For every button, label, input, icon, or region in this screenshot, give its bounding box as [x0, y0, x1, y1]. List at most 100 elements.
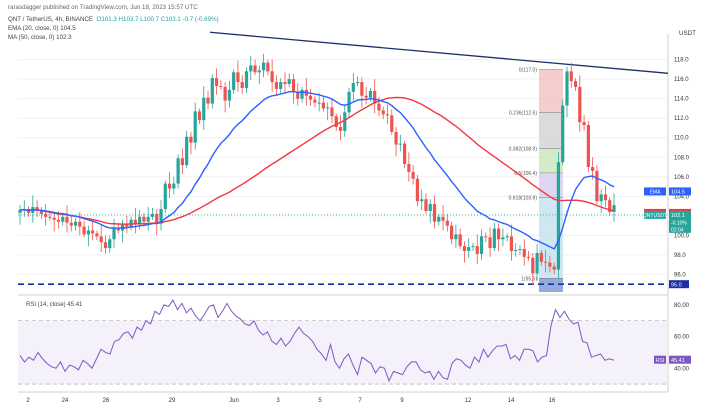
candle-body — [591, 167, 595, 171]
candle-body — [283, 82, 287, 85]
candle-body — [445, 220, 449, 226]
candle-body — [582, 122, 586, 126]
candle-body — [518, 249, 522, 251]
rsi-y-tick-label: 40.00 — [674, 366, 690, 372]
candle-body — [505, 236, 509, 238]
candle-body — [244, 71, 249, 88]
candle-body — [539, 252, 543, 262]
candle-body — [407, 164, 411, 172]
candle-body — [522, 249, 526, 257]
y-tick-label: 112.0 — [674, 116, 689, 122]
candle-body — [82, 226, 86, 235]
ma50-line — [19, 96, 615, 225]
candle-body — [142, 216, 146, 222]
candle-body — [565, 71, 569, 106]
candle-body — [608, 200, 612, 212]
candle-body — [355, 82, 360, 84]
y-tick-label: 110.0 — [674, 136, 689, 142]
rsi-tag-name — [654, 355, 666, 364]
candle-body — [338, 126, 343, 131]
rsi-tag-value: 45.41 — [671, 358, 685, 364]
candle-body — [479, 236, 484, 254]
candle-body — [18, 209, 22, 213]
candle-body — [612, 205, 616, 212]
candle-body — [146, 216, 150, 222]
y-tick-label: 98.0 — [674, 253, 686, 259]
candle-body — [373, 90, 377, 104]
support-price-tag — [669, 280, 689, 289]
candle-body — [514, 250, 518, 252]
candle-body — [279, 82, 283, 89]
candle-body — [313, 99, 317, 103]
ohlc-values: O101.3 H103.7 L100.7 C103.1 -0.7 (-0.69%… — [96, 16, 219, 23]
candle-body — [202, 97, 206, 121]
rsi-y-tick-label: 60.00 — [674, 335, 690, 341]
candle-body — [257, 70, 261, 73]
candle-body — [287, 79, 291, 85]
candle-body — [155, 213, 159, 224]
candle-body — [488, 237, 492, 249]
x-tick-label: 9 — [400, 398, 404, 404]
x-tick-label: 12 — [465, 398, 472, 404]
candle-body — [52, 217, 56, 220]
candle-body — [334, 116, 338, 127]
candle-body — [69, 222, 73, 226]
candle-body — [125, 224, 129, 227]
y-tick-label: 118.0 — [674, 58, 689, 64]
candle-body — [197, 111, 202, 121]
x-tick-label: 16 — [549, 398, 556, 404]
rsi-line — [19, 299, 615, 383]
candle-body — [394, 131, 398, 145]
candle-body — [424, 199, 428, 211]
candle-body — [484, 236, 488, 238]
candle-body — [112, 228, 116, 240]
price-tag-value: 104.5 — [671, 190, 685, 196]
price-tag-name-text: EMA — [650, 190, 662, 196]
candle-body — [377, 103, 381, 111]
candle-body — [454, 234, 458, 240]
candle-body — [103, 242, 108, 249]
fib-level-label: 0.618(103.9) — [509, 195, 538, 201]
candle-body — [599, 194, 603, 202]
candle-body — [176, 158, 180, 184]
rsi-y-tick-label: 80.00 — [674, 303, 690, 309]
candle-body — [501, 237, 505, 240]
x-tick-label: 14 — [508, 398, 515, 404]
candle-body — [108, 239, 112, 249]
candle-body — [586, 125, 590, 168]
candle-body — [432, 204, 437, 222]
candle-body — [133, 219, 137, 224]
candle-body — [390, 115, 394, 132]
resistance-trendline — [209, 31, 669, 74]
candle-body — [270, 71, 274, 83]
candle-body — [381, 110, 385, 115]
y-tick-label: 114.0 — [674, 97, 689, 103]
candle-body — [35, 207, 39, 211]
candle-body — [561, 105, 565, 163]
candle-body — [249, 65, 253, 72]
x-tick-label: 29 — [169, 398, 176, 404]
y-tick-label: 104.0 — [674, 194, 690, 200]
candle-body — [159, 209, 163, 224]
candle-body — [569, 71, 573, 82]
candle-body — [253, 65, 257, 73]
candle-body — [206, 97, 210, 104]
fib-zone — [539, 112, 563, 149]
candle-body — [300, 89, 304, 99]
candle-body — [368, 90, 373, 98]
candle-body — [73, 221, 78, 226]
price-tag — [669, 187, 691, 196]
fib-level-label: 1(95.6) — [521, 276, 537, 282]
candle-body — [44, 213, 48, 217]
candle-body — [185, 136, 189, 166]
candle-body — [321, 102, 326, 109]
ema20-line — [19, 90, 615, 250]
candle-body — [343, 112, 347, 131]
fib-level-label: 0.382(108.9) — [509, 146, 538, 152]
symbol-label: QNT / TetherUS, 4h, BINANCE — [8, 16, 94, 23]
price-tag-name — [644, 210, 666, 219]
candle-body — [210, 78, 214, 104]
candle-body — [78, 221, 82, 227]
